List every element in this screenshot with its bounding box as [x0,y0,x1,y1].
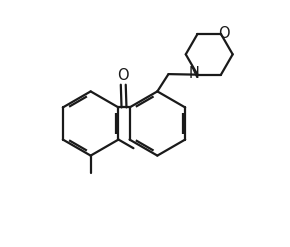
Text: O: O [219,26,230,41]
Text: N: N [189,66,200,81]
Text: O: O [117,68,129,83]
